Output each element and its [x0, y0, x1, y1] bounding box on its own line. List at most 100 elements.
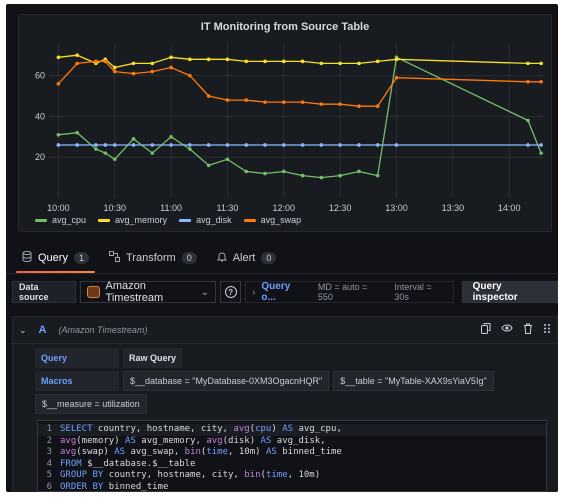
code-token: avg: [206, 435, 223, 446]
query-datasource-name: (Amazon Timestream): [58, 325, 148, 335]
data-point-avg_memory: [300, 59, 305, 64]
x-tick-label: 12:30: [329, 203, 352, 213]
tab-alert[interactable]: Alert 0: [207, 246, 287, 270]
y-tick-label: 40: [35, 111, 45, 121]
query-options[interactable]: › Query o... MD = auto = 550 Interval = …: [245, 281, 454, 303]
data-point-avg_memory: [150, 61, 155, 66]
tab-transform[interactable]: Transform 0: [99, 246, 207, 270]
tab-alert-label: Alert: [232, 252, 256, 264]
query-inspector-button[interactable]: Query inspector: [461, 281, 558, 303]
code-token: AS: [282, 424, 294, 434]
data-point-avg_swap: [150, 69, 155, 74]
raw-query-button[interactable]: Raw Query: [123, 348, 183, 368]
chart-legend: avg_cpu avg_memory avg_disk avg_swap: [35, 215, 301, 225]
line-number: 2: [46, 435, 52, 446]
data-point-avg_cpu: [338, 173, 342, 178]
data-point-avg_disk: [188, 143, 192, 147]
data-point-avg_disk: [56, 143, 61, 147]
code-token: (: [260, 470, 266, 480]
tab-transform-label: Transform: [125, 252, 176, 264]
data-point-avg_swap: [281, 100, 286, 104]
code-line: 2 avg (memory) AS avg_memory, avg (disk) AS…: [38, 436, 546, 448]
chevron-right-icon: ›: [252, 287, 256, 297]
data-point-avg_cpu: [94, 147, 98, 151]
x-tick-label: 10:30: [103, 203, 126, 213]
code-token: country, hostname, city,: [103, 470, 245, 480]
data-point-avg_memory: [75, 53, 79, 58]
code-token: binned_time: [103, 481, 169, 492]
data-point-avg_swap: [206, 94, 211, 98]
line-chart: 20 40 60 10:00 10:30 11:00 11:30 12:00 12:30 13:0…: [35, 43, 543, 213]
data-point-avg_swap: [319, 102, 324, 106]
query-toolbar: Data source Amazon Timestream ⌄ ? › Quer…: [12, 280, 558, 304]
data-point-avg_cpu: [281, 169, 286, 174]
datasource-label: Data source: [12, 281, 76, 303]
code-token: (: [200, 447, 207, 457]
legend-item-avg_memory[interactable]: avg_memory: [98, 215, 167, 225]
data-point-avg_swap: [169, 65, 173, 70]
data-point-avg_swap: [357, 104, 361, 109]
data-point-avg_memory: [225, 57, 230, 62]
code-token: GROUP BY: [60, 470, 104, 480]
sql-code-editor[interactable]: 1 SELECT country, hostname, city, avg(cpu…: [37, 420, 547, 492]
database-icon: [22, 250, 32, 265]
legend-swatch: [35, 218, 47, 222]
timestream-icon: [86, 286, 100, 298]
code-token: avg_swap,: [125, 447, 185, 457]
query-ref-id[interactable]: A: [38, 324, 47, 336]
legend-swatch: [243, 218, 256, 222]
tab-query[interactable]: Query 1: [12, 246, 99, 273]
data-point-avg_memory: [263, 59, 267, 64]
code-line: 4 FROM $__database.$__table: [38, 459, 546, 471]
data-point-avg_swap: [75, 61, 79, 66]
legend-swatch: [98, 218, 111, 222]
help-button[interactable]: ?: [220, 281, 242, 303]
query-options-link[interactable]: Query o...: [261, 281, 291, 303]
data-point-avg_disk: [357, 143, 361, 147]
legend-item-avg_swap[interactable]: avg_swap: [243, 215, 301, 225]
x-tick-label: 11:30: [217, 203, 239, 213]
data-point-avg_swap: [103, 59, 108, 64]
legend-swatch: [179, 218, 192, 222]
datasource-value: Amazon Timestream: [105, 280, 164, 304]
collapse-chevron-icon[interactable]: ⌄: [19, 324, 27, 335]
data-point-avg_memory: [56, 55, 61, 60]
duplicate-icon[interactable]: [481, 323, 491, 337]
line-number: 1: [46, 424, 52, 434]
query-mode-button[interactable]: Query: [35, 348, 119, 368]
data-point-avg_cpu: [244, 169, 249, 174]
data-point-avg_memory: [188, 57, 192, 62]
data-point-avg_memory: [539, 61, 543, 66]
data-point-avg_cpu: [375, 173, 380, 178]
trash-icon[interactable]: [523, 323, 533, 337]
data-point-avg_cpu: [225, 157, 230, 162]
code-token: ): [271, 424, 283, 434]
data-point-avg_swap: [539, 79, 543, 84]
code-token: avg_cpu,: [293, 424, 342, 434]
code-token: bin: [244, 470, 261, 480]
y-tick-label: 60: [35, 71, 45, 81]
datasource-select[interactable]: Amazon Timestream ⌄: [79, 280, 217, 304]
series-line-avg_swap: [57, 60, 542, 107]
timeseries-panel: IT Monitoring from Source Table 20 40 60 10…: [18, 14, 552, 232]
legend-label: avg_cpu: [52, 215, 87, 225]
data-point-avg_disk: [281, 143, 286, 147]
legend-item-avg_disk[interactable]: avg_disk: [179, 215, 232, 225]
data-point-avg_cpu: [103, 151, 108, 155]
data-point-avg_cpu: [188, 147, 192, 151]
code-line: 5 GROUP BY country, hostname, city, bin(t…: [38, 470, 546, 482]
code-token: country, hostname, city,: [92, 424, 234, 434]
code-token: AS: [260, 435, 272, 446]
question-icon: ?: [224, 286, 237, 298]
legend-item-avg_cpu[interactable]: avg_cpu: [35, 215, 86, 225]
data-point-avg_swap: [131, 71, 136, 76]
drag-handle-icon[interactable]: [543, 323, 551, 337]
data-point-avg_swap: [244, 98, 249, 102]
macro-measure: $__measure = utilization: [35, 394, 147, 414]
tab-transform-count: 0: [181, 252, 197, 264]
data-point-avg_disk: [263, 143, 267, 147]
eye-icon[interactable]: [501, 323, 513, 337]
data-point-avg_cpu: [75, 130, 79, 135]
data-point-avg_swap: [338, 102, 342, 106]
code-token: AS: [114, 447, 126, 457]
